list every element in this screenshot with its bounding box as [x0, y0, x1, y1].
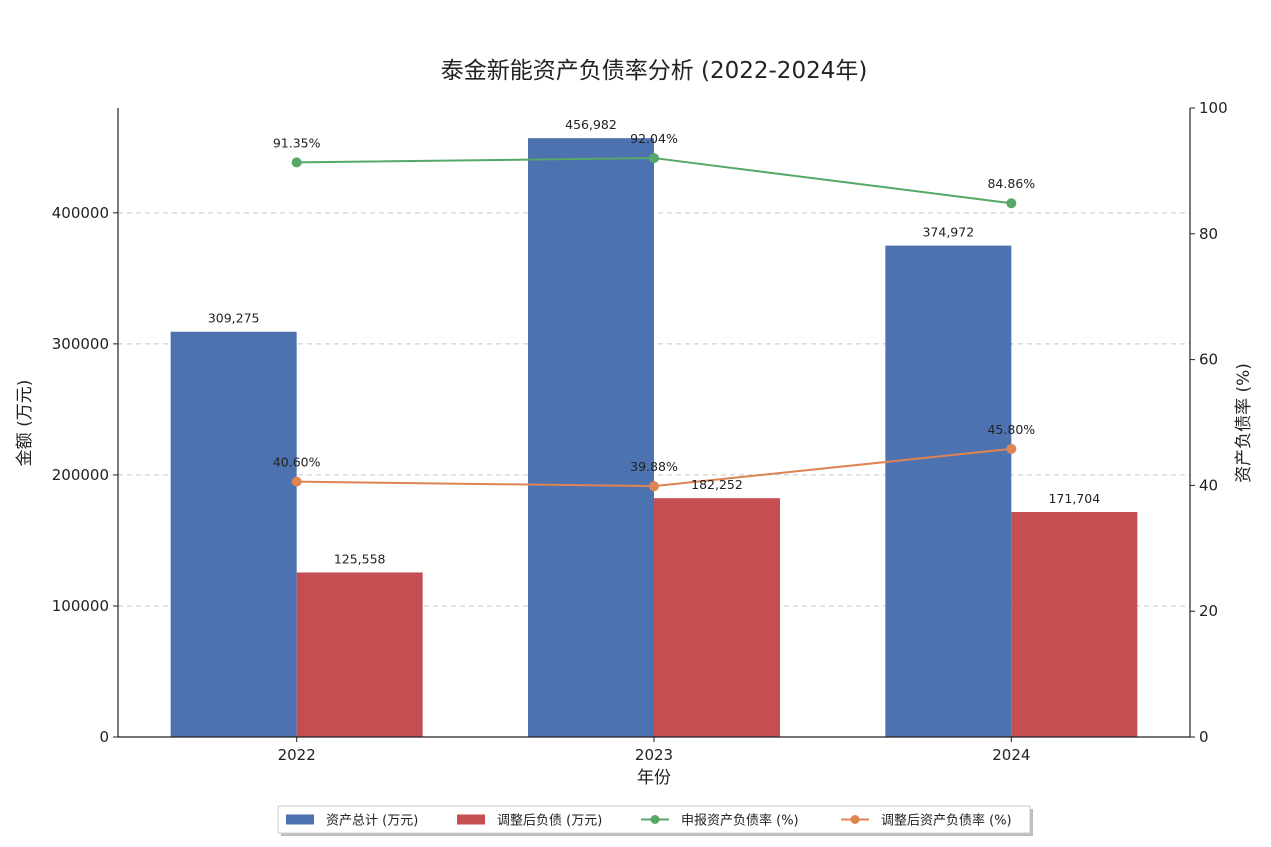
ticks: 0 100000 200000 300000 400000 0 20 40 60 80 100 202… [52, 99, 1228, 764]
x-tick-label: 2024 [992, 746, 1030, 764]
y2-axis-label: 资产负债率 (%) [1234, 363, 1254, 483]
rate-value-label: 92.04% [630, 131, 678, 146]
rate-value-label: 40.60% [273, 455, 321, 470]
bar [1011, 511, 1138, 737]
y-tick-label: 400000 [52, 204, 109, 222]
legend-swatch [286, 814, 314, 825]
legend-label: 调整后资产负债率 (%) [881, 813, 1012, 829]
y2-tick-label: 0 [1199, 728, 1209, 746]
y2-tick-label: 100 [1199, 99, 1228, 117]
bars [170, 138, 1138, 738]
rate-point [1006, 198, 1017, 209]
x-tick-label: 2022 [278, 746, 316, 764]
y-tick-label: 100000 [52, 597, 109, 615]
y2-tick-label: 80 [1199, 225, 1218, 243]
rate-point [649, 153, 659, 164]
bar-value-label: 374,972 [922, 225, 974, 240]
legend-marker [850, 815, 860, 824]
x-tick-label: 2023 [635, 746, 673, 764]
legend-label: 资产总计 (万元) [326, 814, 418, 829]
legend-label: 调整后负债 (万元) [497, 814, 602, 829]
bar [654, 498, 780, 737]
bar-value-label: 182,252 [691, 477, 743, 492]
rate-lines [291, 153, 1017, 492]
y2-tick-label: 60 [1199, 351, 1218, 369]
rate-value-label: 39.88% [630, 459, 678, 474]
rate-point [291, 157, 302, 168]
rate-point [649, 481, 659, 492]
y2-tick-label: 40 [1199, 476, 1218, 494]
rate-point [291, 476, 302, 487]
legend-marker [650, 815, 660, 824]
legend: 资产总计 (万元) 调整后负债 (万元) 申报资产负债率 (%) 调整后资产负债率 (… [277, 805, 1033, 836]
bar-value-label: 171,704 [1048, 491, 1100, 506]
y-tick-label: 200000 [52, 466, 109, 484]
data-labels: 309,275 456,982 374,972 125,558 182,252 171,7… [208, 117, 1100, 566]
bar [885, 245, 1012, 738]
rate-value-label: 45.80% [987, 422, 1035, 437]
y2-tick-label: 20 [1199, 602, 1218, 620]
bar [528, 138, 654, 737]
rate-point [1006, 443, 1017, 454]
y-tick-label: 300000 [52, 335, 109, 353]
legend-swatch [457, 814, 485, 825]
rate-value-label: 91.35% [273, 135, 321, 150]
rate-value-label: 84.86% [987, 176, 1035, 191]
legend-label: 申报资产负债率 (%) [681, 813, 799, 829]
bar [170, 331, 297, 737]
chart-title: 泰金新能资产负债率分析 (2022-2024年) [441, 58, 868, 84]
bar [296, 572, 423, 737]
bar-value-label: 125,558 [334, 551, 386, 566]
y-tick-label: 0 [99, 728, 109, 746]
x-axis-label: 年份 [637, 768, 671, 788]
bar-value-label: 456,982 [565, 117, 617, 132]
y-axis-label: 金额 (万元) [15, 380, 35, 467]
bar-value-label: 309,275 [208, 311, 260, 326]
